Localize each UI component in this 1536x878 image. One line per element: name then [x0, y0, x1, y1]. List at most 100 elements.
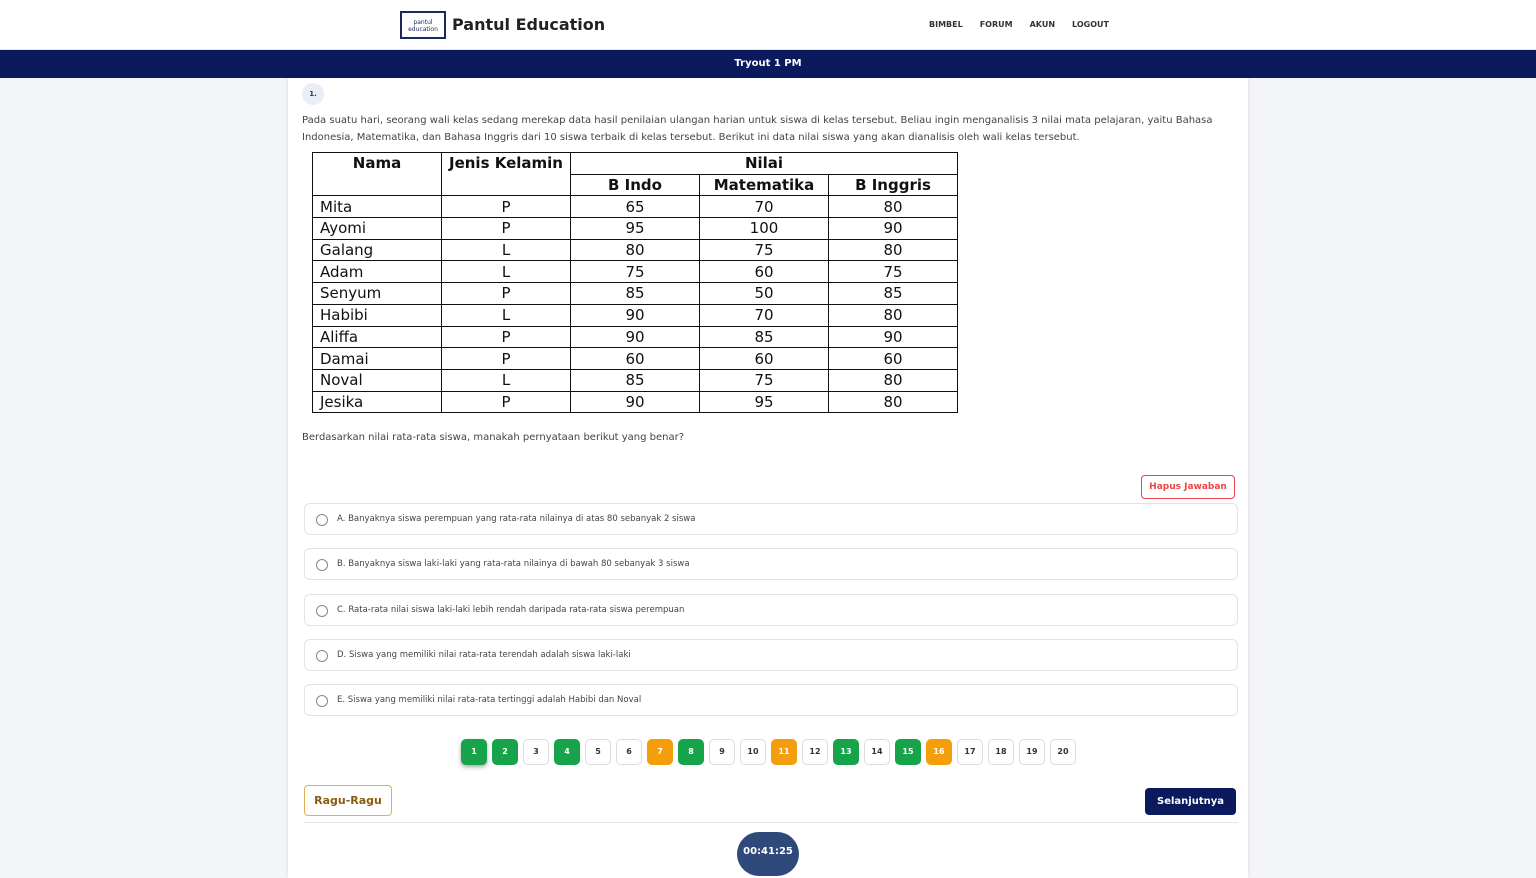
- table-cell: 95: [699, 390, 829, 414]
- table-row: Ayomi P 95 100 90: [312, 217, 958, 240]
- table-row: Galang L 80 75 80: [312, 238, 958, 262]
- page-button[interactable]: 20: [1050, 739, 1076, 765]
- header-row: B Indo Matematika B Inggris: [313, 173, 958, 197]
- page-button[interactable]: 19: [1019, 739, 1045, 765]
- doubt-button[interactable]: Ragu-Ragu: [304, 785, 392, 816]
- table-cell: P: [441, 325, 571, 349]
- table-cell: L: [441, 368, 571, 392]
- radio[interactable]: [316, 695, 328, 708]
- table-cell: Damai: [312, 347, 442, 370]
- table-cell: Senyum: [312, 282, 442, 305]
- table-cell: L: [441, 238, 571, 262]
- data-table: Nama Jenis Kelamin Nilai B Indo Matematika B …: [312, 151, 958, 414]
- answer-option[interactable]: C. Rata-rata nilai siswa laki-laki lebih…: [304, 593, 1238, 626]
- table-cell: Ayomi: [312, 217, 442, 240]
- answer-option[interactable]: B. Banyaknya siswa laki-laki yang rata-r…: [304, 548, 1238, 581]
- header-cell: Nilai: [570, 152, 958, 175]
- table-cell: 90: [570, 390, 700, 414]
- question-card: 1. Pada suatu hari, seorang wali kelas s…: [288, 78, 1248, 878]
- table-cell: 90: [570, 303, 700, 327]
- radio[interactable]: [316, 514, 328, 526]
- page-button[interactable]: 9: [709, 739, 735, 765]
- clear-button[interactable]: Hapus Jawaban: [1141, 475, 1235, 499]
- table-cell: 80: [828, 238, 958, 262]
- table-row: Habibi L 90 70 80: [312, 303, 958, 327]
- table-row: Senyum P 85 50 85: [312, 282, 958, 305]
- answer-option[interactable]: E. Siswa yang memiliki nilai rata-rata t…: [304, 684, 1238, 717]
- page-button[interactable]: 3: [523, 739, 549, 765]
- page-button[interactable]: 10: [740, 739, 766, 765]
- page-button[interactable]: 8: [678, 739, 704, 765]
- page-button[interactable]: 12: [802, 739, 828, 765]
- header-cell: Jenis Kelamin: [441, 151, 571, 197]
- page-button[interactable]: 16: [926, 739, 952, 765]
- table-row: Damai P 60 60 60: [312, 347, 958, 370]
- answer-option[interactable]: A. Banyaknya siswa perempuan yang rata-r…: [304, 503, 1238, 535]
- page-button[interactable]: 4: [554, 739, 580, 765]
- page-button[interactable]: 7: [647, 739, 673, 765]
- radio[interactable]: [316, 559, 328, 572]
- page-button[interactable]: 18: [988, 739, 1014, 765]
- table-row: Noval L 85 75 80: [312, 368, 958, 392]
- page-button[interactable]: 14: [864, 739, 890, 765]
- nav-item[interactable]: AKUN: [1029, 20, 1056, 29]
- table-cell: 50: [699, 282, 829, 305]
- answer-option[interactable]: D. Siswa yang memiliki nilai rata-rata t…: [304, 638, 1238, 671]
- question-prompt: Berdasarkan nilai rata-rata siswa, manak…: [302, 432, 685, 443]
- table-cell: P: [441, 217, 571, 240]
- header-cell: B Inggris: [828, 173, 958, 197]
- page-button[interactable]: 5: [585, 739, 611, 765]
- table-cell: P: [441, 347, 571, 370]
- header-cell: B Indo: [570, 173, 700, 197]
- question-text: Pada suatu hari, seorang wali kelas seda…: [302, 115, 1213, 143]
- nav-item[interactable]: LOGOUT: [1072, 20, 1109, 29]
- page-button[interactable]: 15: [895, 739, 921, 765]
- logo[interactable]: pantul education: [400, 11, 446, 39]
- table-cell: 85: [570, 282, 700, 305]
- table-cell: 60: [570, 347, 700, 370]
- table-cell: 90: [828, 325, 958, 349]
- table-cell: Jesika: [312, 390, 442, 414]
- nav-item[interactable]: FORUM: [979, 20, 1013, 29]
- table-cell: 75: [828, 260, 958, 284]
- next-button[interactable]: Selanjutnya: [1145, 788, 1236, 815]
- table-row: Mita P 65 70 80: [312, 195, 958, 219]
- table-cell: 95: [570, 217, 700, 240]
- table-cell: 85: [570, 368, 700, 392]
- table-cell: 75: [570, 260, 700, 284]
- radio[interactable]: [316, 649, 328, 662]
- page-button[interactable]: 6: [616, 739, 642, 765]
- header-cell: Nama: [312, 151, 442, 197]
- page-button[interactable]: 13: [833, 739, 859, 765]
- table-cell: L: [441, 260, 571, 284]
- page-button[interactable]: 1: [461, 739, 487, 765]
- page-button[interactable]: 17: [957, 739, 983, 765]
- table-cell: 80: [828, 195, 958, 219]
- page-button[interactable]: 2: [492, 739, 518, 765]
- table-cell: Mita: [312, 195, 442, 219]
- top-bar: pantul education Pantul Education BIMBEL…: [0, 0, 1536, 50]
- table-row: Jesika P 90 95 80: [312, 390, 958, 414]
- table-cell: Aliffa: [312, 325, 442, 349]
- table-cell: 90: [828, 217, 958, 240]
- header-cell: Matematika: [699, 173, 829, 197]
- table-cell: 70: [699, 195, 829, 219]
- table-cell: Habibi: [312, 303, 442, 327]
- nav-item[interactable]: BIMBEL: [929, 20, 963, 29]
- page-button[interactable]: 11: [771, 739, 797, 765]
- table-cell: P: [441, 195, 571, 219]
- table-row: Aliffa P 90 85 90: [312, 325, 958, 349]
- table-cell: 60: [828, 347, 958, 370]
- divider: [304, 822, 1238, 823]
- timer: 00:41:25: [737, 832, 799, 876]
- table-cell: 60: [699, 347, 829, 370]
- table-cell: 80: [828, 303, 958, 327]
- table-cell: Galang: [312, 238, 442, 262]
- table-cell: 75: [699, 238, 829, 262]
- table-cell: 100: [699, 217, 829, 240]
- table-cell: 80: [828, 390, 958, 414]
- radio[interactable]: [316, 604, 328, 617]
- table-cell: 85: [699, 325, 829, 349]
- table-cell: P: [441, 282, 571, 305]
- brand[interactable]: Pantul Education: [452, 15, 606, 34]
